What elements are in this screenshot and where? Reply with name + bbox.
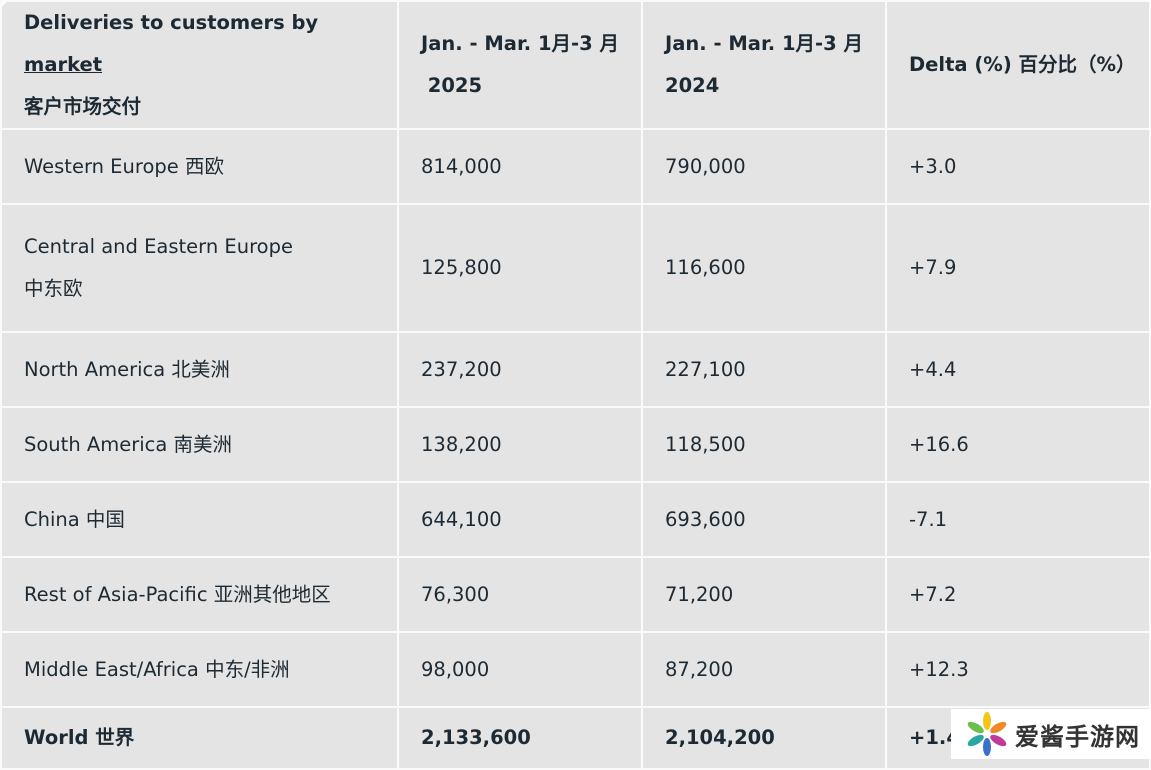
value-2025: 644,100 (397, 481, 643, 558)
watermark: 爱酱手游网 (951, 709, 1151, 759)
value-2024: 693,600 (641, 481, 887, 558)
market-cell: Central and Eastern Europe 中东欧 (0, 203, 399, 333)
header-delta: Delta (%) 百分比（%） (885, 0, 1151, 130)
table-row: Middle East/Africa 中东/非洲 98,000 87,200 +12.… (0, 631, 1151, 708)
value-2025: 2,133,600 (397, 706, 643, 770)
header-2025: Jan. - Mar. 1月-3 月 2025 (397, 0, 643, 130)
header-2024-label: Jan. - Mar. 1月-3 月 (665, 32, 863, 55)
value-2024: 790,000 (641, 128, 887, 205)
market-link[interactable]: market (24, 53, 103, 76)
value-2025: 237,200 (397, 331, 643, 408)
delta-cell: -7.1 (885, 481, 1151, 558)
table-row: China 中国 644,100 693,600 -7.1 (0, 481, 1151, 558)
value-2024: 116,600 (641, 203, 887, 333)
header-2024: Jan. - Mar. 1月-3 月 2024 (641, 0, 887, 130)
delta-cell: +16.6 (885, 406, 1151, 483)
delta-cell: +3.0 (885, 128, 1151, 205)
value-2024: 227,100 (641, 331, 887, 408)
header-2024-year: 2024 (665, 74, 720, 97)
flower-logo-icon (967, 712, 1007, 756)
header-market-text: Deliveries to customers by (24, 11, 319, 34)
table-row: North America 北美洲 237,200 227,100 +4.4 (0, 331, 1151, 408)
delta-cell: +4.4 (885, 331, 1151, 408)
header-2025-year: 2025 (427, 74, 483, 97)
header-market: Deliveries to customers by market 客户市场交付 (0, 0, 399, 130)
value-2024: 87,200 (641, 631, 887, 708)
value-2025: 98,000 (397, 631, 643, 708)
market-cell: World 世界 (0, 706, 399, 770)
value-2025: 125,800 (397, 203, 643, 333)
header-row: Deliveries to customers by market 客户市场交付 … (0, 0, 1151, 130)
header-market-cn: 客户市场交付 (24, 95, 142, 118)
delta-cell: +7.9 (885, 203, 1151, 333)
delta-cell: +7.2 (885, 556, 1151, 633)
watermark-text: 爱酱手游网 (1015, 722, 1140, 751)
table-row: South America 南美洲 138,200 118,500 +16.6 (0, 406, 1151, 483)
value-2024: 2,104,200 (641, 706, 887, 770)
table-row: Rest of Asia-Pacific 亚洲其他地区 76,300 71,200 +… (0, 556, 1151, 633)
header-2025-label: Jan. - Mar. 1月-3 月 (421, 32, 619, 55)
market-cell: Rest of Asia-Pacific 亚洲其他地区 (0, 556, 399, 633)
value-2024: 71,200 (641, 556, 887, 633)
market-cell: South America 南美洲 (0, 406, 399, 483)
market-cell: North America 北美洲 (0, 331, 399, 408)
value-2025: 814,000 (397, 128, 643, 205)
value-2025: 76,300 (397, 556, 643, 633)
value-2024: 118,500 (641, 406, 887, 483)
market-name: Central and Eastern Europe (24, 235, 293, 258)
market-cell: Middle East/Africa 中东/非洲 (0, 631, 399, 708)
delta-cell: +12.3 (885, 631, 1151, 708)
table-row: Western Europe 西欧 814,000 790,000 +3.0 (0, 128, 1151, 205)
market-name-cn: 中东欧 (24, 277, 83, 300)
market-cell: China 中国 (0, 481, 399, 558)
value-2025: 138,200 (397, 406, 643, 483)
market-cell: Western Europe 西欧 (0, 128, 399, 205)
table-row: Central and Eastern Europe 中东欧 125,800 116,… (0, 203, 1151, 333)
